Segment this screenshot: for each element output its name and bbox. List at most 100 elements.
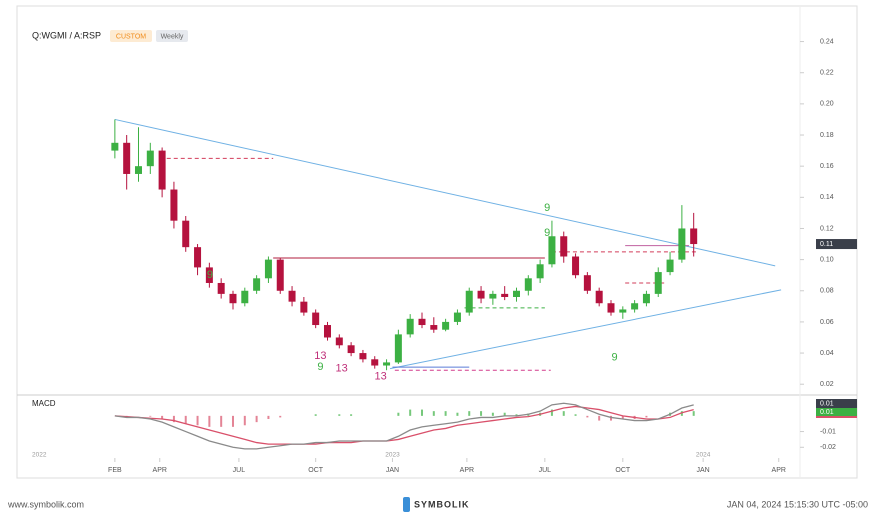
histogram-bar (692, 411, 695, 416)
candle-body (170, 189, 178, 221)
candle-body (359, 353, 367, 360)
candle-body (194, 247, 202, 268)
last-price-label: 0.11 (820, 241, 833, 248)
y-tick-label: 0.18 (820, 132, 834, 139)
x-tick-label: APR (772, 467, 786, 474)
histogram-bar (255, 415, 258, 423)
histogram-bar (574, 414, 577, 416)
y-tick-label: 0.22 (820, 70, 834, 77)
histogram-bar (609, 415, 612, 421)
histogram-bar (444, 411, 447, 416)
year-label: 2023 (385, 452, 400, 459)
x-tick-label: OCT (308, 467, 324, 474)
candle-body (111, 142, 119, 151)
candle-body (347, 345, 355, 354)
histogram-bar (645, 415, 648, 418)
candle-body (241, 290, 249, 304)
annotation: 9 (207, 269, 213, 281)
y-tick-label: 0.08 (820, 288, 834, 295)
y-tick-label: 0.10 (820, 256, 834, 263)
histogram-bar (267, 415, 270, 419)
x-tick-label: JUL (539, 467, 552, 474)
logo (403, 497, 410, 512)
candle-body (619, 309, 627, 313)
current-label: 0.01 (820, 409, 834, 416)
chart-title: Q:WGMI / A:RSP (32, 30, 101, 40)
candle-body (217, 282, 225, 294)
annotation: 13 (375, 370, 387, 382)
y-tick-label: 0.06 (820, 319, 834, 326)
candle-body (501, 293, 509, 297)
candle-body (323, 325, 331, 338)
histogram-bar (598, 415, 601, 421)
candle-body (383, 362, 391, 366)
histogram-bar (491, 412, 494, 416)
y-tick-label: 0.04 (820, 350, 834, 357)
candle-body (300, 301, 308, 313)
candle-body (631, 303, 639, 310)
candle-body (134, 166, 142, 174)
signal-line (114, 405, 694, 445)
annotation: 9 (544, 202, 550, 214)
candle-body (418, 318, 426, 326)
histogram-bar (196, 415, 199, 426)
badge-bg (110, 30, 152, 42)
year-label: 2024 (696, 452, 711, 459)
candle-body (678, 228, 686, 260)
candle-body (182, 220, 190, 248)
histogram-bar (503, 412, 506, 416)
footer-brand: SYMBOLIK (414, 499, 470, 509)
last-price-box (816, 239, 857, 250)
histogram-bar (161, 415, 164, 419)
candle-body (560, 236, 568, 257)
candle-body (394, 334, 402, 363)
x-tick-label: JAN (697, 467, 710, 474)
candle-body (264, 259, 272, 279)
histogram-bar (397, 412, 400, 416)
candle-body (335, 337, 343, 346)
candle-body (489, 293, 497, 299)
candle-body (583, 275, 591, 291)
year-label: 2022 (32, 452, 47, 459)
candle-body (371, 359, 379, 366)
y-tick-label: -0.02 (820, 444, 836, 451)
histogram-bar (680, 411, 683, 416)
badge: Weekly (161, 33, 184, 40)
candle-body (146, 150, 154, 167)
label-box (816, 416, 857, 418)
candle-body (548, 236, 556, 265)
candle-body (312, 312, 320, 326)
candle-body (276, 259, 284, 291)
candle-body (229, 293, 237, 304)
x-tick-label: JUL (233, 467, 246, 474)
candle-body (465, 290, 473, 313)
histogram-bar (220, 415, 223, 427)
x-tick-label: APR (460, 467, 474, 474)
candle-body (288, 290, 296, 302)
candle-body (253, 278, 261, 291)
badge: CUSTOM (116, 33, 146, 40)
y-tick-label: 0.12 (820, 225, 834, 232)
label-box (816, 399, 857, 408)
y-tick-label: 0.20 (820, 101, 834, 108)
histogram-bar (409, 409, 412, 416)
histogram-bar (149, 415, 152, 417)
annotation: 9 (544, 227, 550, 239)
histogram-bar (184, 415, 187, 424)
candle-body (205, 267, 213, 283)
y-tick-label: 0.02 (820, 381, 834, 388)
x-tick-label: JAN (386, 467, 399, 474)
footer-url: www.symbolik.com (7, 499, 84, 509)
frame (16, 5, 858, 479)
histogram-bar (420, 409, 423, 416)
histogram-bar (621, 415, 624, 419)
y-tick-label: -0.01 (820, 428, 836, 435)
histogram-bar (480, 411, 483, 416)
x-tick-label: FEB (108, 467, 122, 474)
histogram-bar (314, 414, 317, 416)
candle-body (607, 303, 615, 313)
macd-line (114, 402, 694, 450)
candle-body (524, 278, 532, 291)
x-tick-label: APR (153, 467, 167, 474)
candle-body (442, 321, 450, 330)
